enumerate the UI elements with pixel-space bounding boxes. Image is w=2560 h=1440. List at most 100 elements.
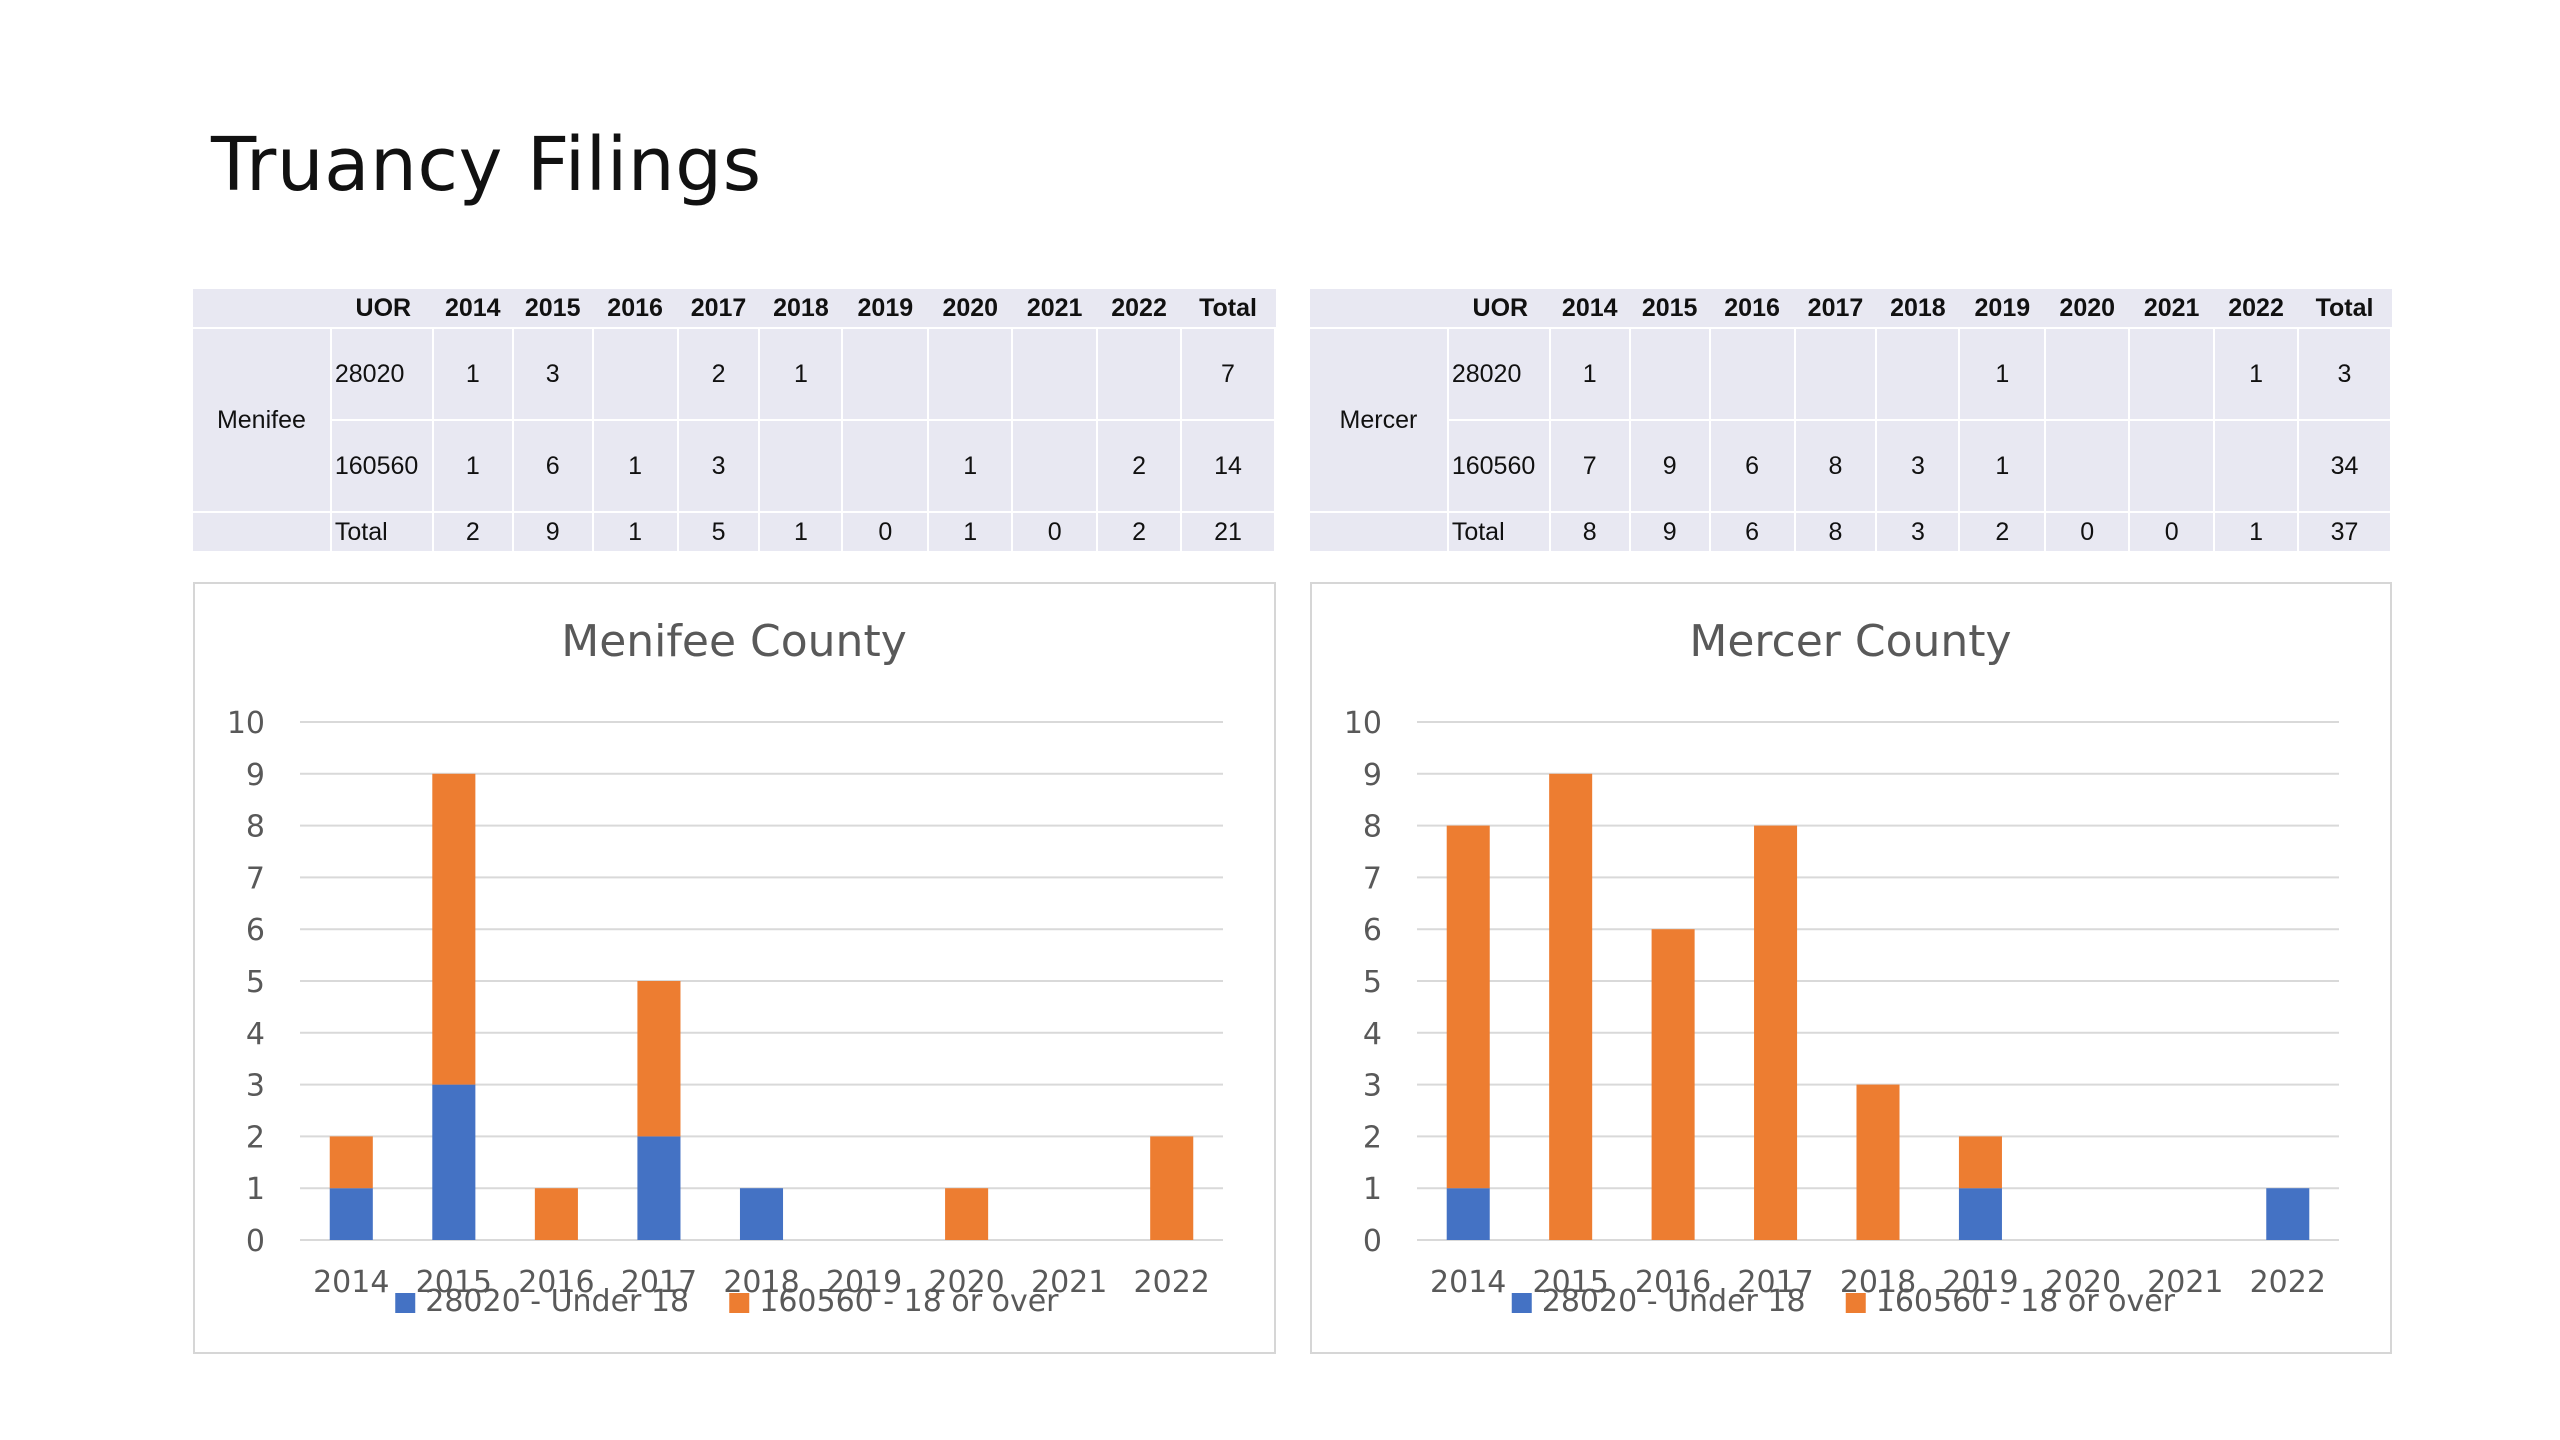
bar-segment (1549, 773, 1593, 1240)
y-tick-label: 6 (1363, 913, 1382, 948)
table-cell: 2 (1097, 512, 1183, 552)
x-tick-label: 2016 (518, 1265, 594, 1300)
table-header: 2016 (1724, 293, 1780, 322)
y-tick-label: 8 (246, 810, 265, 845)
x-tick-label: 2021 (2147, 1265, 2223, 1300)
uor-cell: 160560 (1447, 420, 1551, 512)
table-cell: 37 (2298, 512, 2392, 552)
legend-label: 28020 - Under 18 (425, 1284, 689, 1319)
x-tick-label: 2017 (1737, 1265, 1813, 1300)
table-cell: 2 (1097, 420, 1183, 512)
table-cell: 7 (1549, 420, 1631, 512)
y-tick-label: 8 (1363, 810, 1382, 845)
uor-cell: Total (1447, 512, 1551, 552)
table-cell (1794, 328, 1878, 420)
y-tick-label: 2 (246, 1120, 265, 1155)
table-cell: 1 (1549, 328, 1631, 420)
bar-segment (637, 981, 681, 1137)
x-tick-label: 2017 (621, 1265, 697, 1300)
y-tick-label: 5 (246, 965, 265, 1000)
table-cell: 9 (512, 512, 594, 552)
table-cell: 8 (1794, 420, 1878, 512)
table-corner (193, 289, 331, 328)
bar-segment (1651, 929, 1695, 1240)
bar-segment (329, 1188, 373, 1240)
table-cell (592, 328, 679, 420)
table-cell: 1 (592, 512, 679, 552)
bar-segment (739, 1188, 784, 1240)
table-row: Menifee 28020 1 3 2 1 7 (193, 328, 1276, 512)
menifee-data-table: UOR 2014 2015 2016 2017 2018 2019 2020 2… (193, 289, 1276, 553)
table-header: UOR (1472, 293, 1529, 322)
table-header: 2022 (2228, 293, 2284, 322)
mercer-chart-svg: Mercer County 0 1 2 3 4 5 6 7 8 9 10 2014 2015 2016 201… (1344, 616, 2339, 1319)
table-cell: 0 (2045, 512, 2131, 552)
table-cell: 1 (432, 328, 514, 420)
table-cell: 1 (759, 512, 844, 552)
table-cell: 8 (1794, 512, 1878, 552)
bar-segment (432, 773, 476, 1085)
bar-segment (1446, 1188, 1490, 1240)
menifee-chart: Menifee County 0 1 2 3 4 5 6 7 8 9 10 2014 2015 2016 20… (193, 582, 1276, 1354)
table-header: 2018 (773, 293, 829, 322)
table-cell: 34 (2298, 420, 2392, 512)
x-tick-label: 2015 (1532, 1265, 1608, 1300)
table-cell: 0 (1012, 512, 1099, 552)
table-header: 2021 (2143, 293, 2200, 322)
table-cell: 2 (677, 328, 761, 420)
county-label: Mercer (1310, 328, 1449, 512)
table-header: 2020 (2059, 293, 2116, 322)
table-cell: 0 (2129, 512, 2216, 552)
table-cell (842, 420, 930, 512)
table-cell-empty (193, 512, 332, 552)
table-cell: 9 (1629, 420, 1711, 512)
table-cell: 1 (432, 420, 514, 512)
menifee-chart-svg: Menifee County 0 1 2 3 4 5 6 7 8 9 10 2014 2015 2016 20… (227, 616, 1223, 1319)
table-cell: 14 (1181, 420, 1276, 512)
chart-title: Menifee County (561, 616, 906, 667)
table-cell: 1 (1959, 420, 2047, 512)
table-row: 160560 7 9 6 8 3 1 34 (1310, 420, 2392, 512)
x-tick-label: 2022 (2250, 1265, 2326, 1300)
y-tick-label: 10 (1344, 706, 1382, 741)
uor-cell: Total (330, 512, 434, 552)
y-tick-label: 1 (246, 1172, 265, 1207)
table-cell: 0 (842, 512, 930, 552)
table-cell: 5 (677, 512, 761, 552)
table-header: 2015 (524, 293, 581, 322)
x-tick-label: 2020 (2045, 1265, 2121, 1300)
table-header: 2017 (1807, 293, 1864, 322)
bar-segment (1446, 825, 1490, 1189)
table-cell: 1 (759, 328, 844, 420)
y-tick-label: 3 (246, 1069, 265, 1104)
table-cell: 8 (1549, 512, 1631, 552)
table-header: 2019 (857, 293, 914, 322)
y-tick-label: 4 (246, 1017, 265, 1052)
table-total-row: Total 8 9 6 8 3 2 0 0 1 37 (1310, 512, 2392, 552)
legend-swatch (729, 1293, 750, 1313)
y-tick-label: 4 (1363, 1017, 1382, 1052)
table-cell: 1 (2214, 512, 2299, 552)
table-cell: 1 (928, 512, 1014, 552)
legend-label: 28020 - Under 18 (1542, 1284, 1806, 1319)
mercer-chart: Mercer County 0 1 2 3 4 5 6 7 8 9 10 2014 2015 2016 201… (1310, 582, 2392, 1354)
chart-legend: 28020 - Under 18 160560 - 18 or over (395, 1284, 1059, 1319)
table-cell: 1 (592, 420, 679, 512)
x-tick-label: 2016 (1635, 1265, 1711, 1300)
table-cell: 1 (2214, 328, 2299, 420)
bar-segment (1150, 1136, 1194, 1240)
table-cell: 6 (1709, 512, 1796, 552)
table-cell (1012, 328, 1099, 420)
chart-legend: 28020 - Under 18 160560 - 18 or over (1511, 1284, 2176, 1319)
table-cell: 21 (1181, 512, 1276, 552)
bar-segment (1958, 1188, 2002, 1240)
table-cell (928, 328, 1014, 420)
table-cell: 7 (1181, 328, 1276, 420)
page-title: Truancy Filings (211, 122, 762, 208)
table-header: 2015 (1641, 293, 1698, 322)
x-tick-label: 2021 (1031, 1265, 1107, 1300)
table-cell: 1 (1959, 328, 2047, 420)
mercer-data-table: UOR 2014 2015 2016 2017 2018 2019 2020 2… (1310, 289, 2392, 553)
table-cell: 2 (432, 512, 514, 552)
y-tick-label: 9 (246, 758, 265, 793)
